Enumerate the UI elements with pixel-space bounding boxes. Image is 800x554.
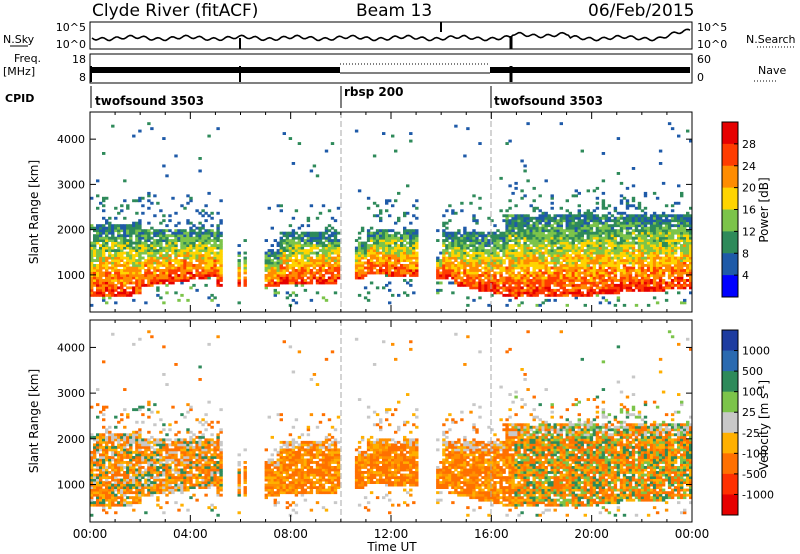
power-cbar-swatch-6 <box>722 253 738 276</box>
nsearch-tick-bottom: 10^0 <box>697 38 727 51</box>
nsky-tick-top: 10^5 <box>56 21 86 34</box>
power-cbar-swatch-3 <box>722 187 738 210</box>
velocity-cbar-swatch-5 <box>722 432 738 454</box>
velocity-cbar-swatch-3 <box>722 391 738 413</box>
power-cbar-swatch-5 <box>722 231 738 254</box>
velocity-cbar-tick-2: 100 <box>742 386 763 399</box>
velocity-ylabel: Slant Range [km] <box>27 369 41 473</box>
velocity-cbar-tick-1: 500 <box>742 365 763 378</box>
nave-tick-top: 60 <box>697 53 711 66</box>
velocity-label-name: Velocity <box>757 423 771 470</box>
nave-label: Nave <box>758 64 786 77</box>
power-colorbar-label: Power [dB] <box>757 177 771 242</box>
nave-tick-bottom: 0 <box>697 71 704 84</box>
velocity-cbar-swatch-1 <box>722 350 738 372</box>
power-cbar-swatch-2 <box>722 165 738 189</box>
x-tick-6: 00:00 <box>675 527 710 541</box>
power-panel: 1000 2000 3000 4000 Slant Range [km] <box>27 111 693 313</box>
cpid-segment-1: twofsound 3503 <box>95 94 204 108</box>
cpid-row: twofsound 3503 rbsp 200 twofsound 3503 <box>90 85 603 108</box>
power-ytick-0: 1000 <box>57 269 85 282</box>
vel-ytick-3: 4000 <box>57 341 85 354</box>
x-tick-4: 16:00 <box>474 527 509 541</box>
velocity-cbar-swatch-8 <box>722 494 738 516</box>
power-cbar-tick-3: 16 <box>742 204 756 217</box>
vel-ytick-2: 3000 <box>57 387 85 400</box>
power-ylabel: Slant Range [km] <box>27 160 41 264</box>
nsky-tick-bottom: 10^0 <box>56 38 86 51</box>
velocity-cbar-tick-6: -500 <box>742 468 767 481</box>
beam-title: Beam 13 <box>356 1 432 21</box>
velocity-data <box>90 330 693 517</box>
power-ytick-1: 2000 <box>57 224 85 237</box>
freq-tick-bottom: 8 <box>79 71 86 84</box>
velocity-label-close: ] <box>757 380 771 385</box>
cpid-segment-2: rbsp 200 <box>344 85 403 99</box>
power-cbar-tick-6: 28 <box>742 138 756 151</box>
vel-ytick-1: 2000 <box>57 433 85 446</box>
nsky-trace <box>91 28 691 42</box>
velocity-colorbar: 1000 500 100 25 -25 -100 -500 -1000 <box>721 329 774 516</box>
x-tick-5: 20:00 <box>574 527 609 541</box>
velocity-cbar-swatch-2 <box>722 371 738 393</box>
x-tick-1: 04:00 <box>173 527 208 541</box>
velocity-cbar-swatch-7 <box>722 473 738 495</box>
nsearch-label: N.Search <box>746 33 796 46</box>
x-tick-0: 00:00 <box>73 527 108 541</box>
cpid-label: CPID <box>5 92 34 105</box>
velocity-cbar-tick-4: -25 <box>742 427 760 440</box>
power-cbar-swatch-1 <box>722 143 738 167</box>
velocity-cbar-tick-0: 1000 <box>742 345 770 358</box>
freq-tick-top: 18 <box>72 53 86 66</box>
power-cbar-tick-2: 12 <box>742 225 756 238</box>
power-cbar-tick-0: 4 <box>742 269 749 282</box>
velocity-cbar-tick-3: 25 <box>742 406 756 419</box>
x-tick-3: 12:00 <box>374 527 409 541</box>
vel-ytick-0: 1000 <box>57 479 85 492</box>
nsky-panel: 10^5 10^0 10^5 10^0 <box>56 21 727 51</box>
power-colorbar: 4 8 12 16 20 24 28 <box>721 121 756 298</box>
power-cbar-swatch-7 <box>722 275 738 298</box>
power-cbar-tick-1: 8 <box>742 247 749 260</box>
velocity-cbar-swatch-0 <box>722 330 738 352</box>
station-title: Clyde River (fitACF) <box>92 1 258 21</box>
freq-unit-label: [MHz] <box>3 65 35 78</box>
x-axis-label: Time UT <box>366 540 417 554</box>
date-title: 06/Feb/2015 <box>588 1 694 21</box>
velocity-cbar-swatch-6 <box>722 453 738 475</box>
power-ytick-2: 3000 <box>57 178 85 191</box>
power-cbar-tick-4: 20 <box>742 182 756 195</box>
power-cbar-swatch-4 <box>722 209 738 232</box>
velocity-label-sup: -1 <box>757 385 766 393</box>
nsky-label: N.Sky <box>3 33 35 46</box>
velocity-cbar-tick-5: -100 <box>742 447 767 460</box>
velocity-cbar-tick-7: -1000 <box>742 488 774 501</box>
power-cbar-swatch-0 <box>722 122 738 145</box>
velocity-cbar-swatch-4 <box>722 412 738 434</box>
power-ytick-3: 4000 <box>57 133 85 146</box>
cpid-segment-3: twofsound 3503 <box>494 94 603 108</box>
velocity-colorbar-label: Velocity [m s-1] <box>757 380 771 470</box>
freq-panel: 18 8 60 0 <box>72 53 711 84</box>
nsearch-tick-top: 10^5 <box>697 21 727 34</box>
velocity-label-unit: [m s <box>757 393 771 419</box>
x-tick-2: 08:00 <box>273 527 308 541</box>
power-data <box>90 122 693 307</box>
velocity-panel: 1000 2000 3000 4000 Slant Range [km] <box>27 319 693 523</box>
freq-label: Freq. <box>14 52 41 65</box>
power-cbar-tick-5: 24 <box>742 160 756 173</box>
